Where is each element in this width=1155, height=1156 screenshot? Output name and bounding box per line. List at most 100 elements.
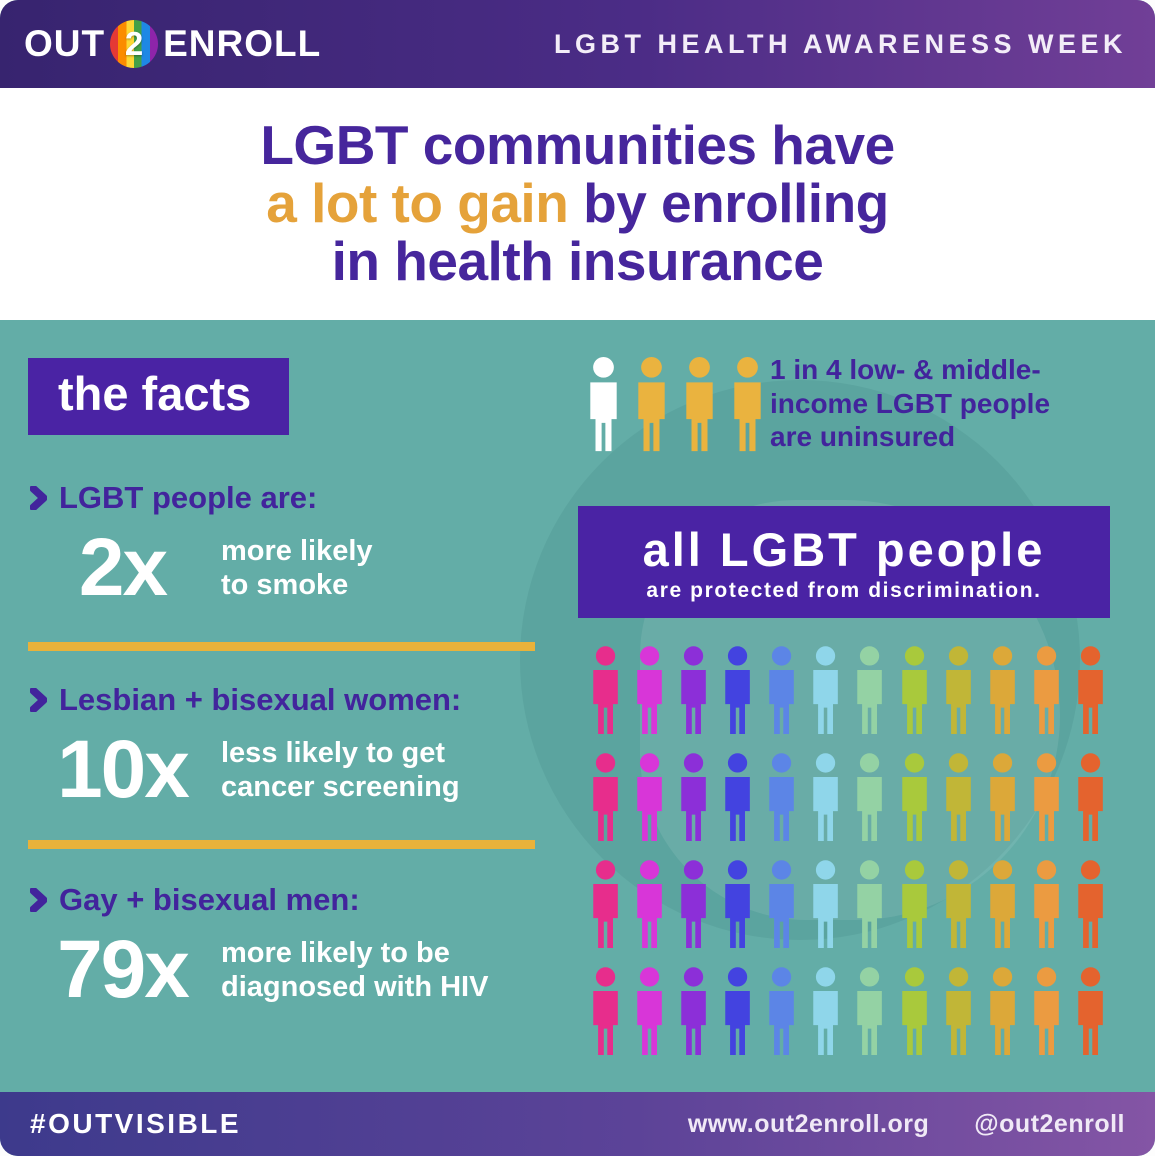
- stat-description: more likely to be diagnosed with HIV: [215, 936, 488, 1004]
- chevron-right-icon: [30, 486, 47, 510]
- rainbow-person-icon: [1029, 858, 1064, 952]
- rainbow-person-icon: [897, 858, 932, 952]
- rainbow-person-icon: [1029, 965, 1064, 1059]
- rainbow-person-icon: [588, 644, 623, 738]
- facts-heading-text: the facts: [58, 367, 252, 420]
- uninsured-person-icon: [632, 356, 671, 454]
- stat-value: 79x: [57, 924, 190, 1015]
- uninsured-person-icon: [728, 356, 767, 454]
- rainbow-person-icon: [720, 644, 755, 738]
- rainbow-person-icon: [852, 644, 887, 738]
- uninsured-person-icon: [680, 356, 719, 454]
- gold-divider: [28, 840, 535, 849]
- rainbow-person-icon: [676, 644, 711, 738]
- rainbow-person-icon: [1073, 644, 1108, 738]
- fact-stat-cancer-screening: 10x less likely to get cancer screening: [30, 714, 535, 826]
- hashtag-text: #OUTVISIBLE: [30, 1108, 242, 1139]
- page-title-line2: a lot to gain by enrolling: [266, 172, 889, 235]
- gold-divider: [28, 642, 535, 651]
- uninsured-icon-row: [584, 356, 767, 454]
- rainbow-person-icon: [941, 858, 976, 952]
- rainbow-person-icon: [985, 751, 1020, 845]
- uninsured-stat-text: 1 in 4 low- & middle- income LGBT people…: [770, 353, 1050, 454]
- stat-description-line: to smoke: [221, 569, 349, 601]
- rainbow-person-icon: [985, 644, 1020, 738]
- facts-section-title: the facts: [28, 358, 290, 435]
- rainbow-person-icon: [941, 751, 976, 845]
- rainbow-person-icon: [764, 858, 799, 952]
- stat-description-line: less likely to get: [221, 736, 446, 769]
- rainbow-person-icon: [764, 751, 799, 845]
- stat-value: 2x: [78, 522, 168, 613]
- protection-banner-title: all LGBT people: [642, 522, 1046, 576]
- rainbow-person-icon: [897, 965, 932, 1059]
- rainbow-person-icon: [720, 751, 755, 845]
- rainbow-person-icon: [720, 965, 755, 1059]
- uninsured-person-icon: [584, 356, 623, 454]
- protection-banner-subtitle: are protected from discrimination.: [646, 578, 1042, 602]
- rainbow-person-icon: [632, 965, 667, 1059]
- stat-description: less likely to get cancer screening: [215, 736, 460, 804]
- website-link[interactable]: www.out2enroll.org: [687, 1109, 930, 1138]
- rainbow-person-icon: [632, 644, 667, 738]
- rainbow-circle-icon: 2: [110, 20, 159, 68]
- chevron-right-icon: [30, 688, 47, 712]
- rainbow-person-icon: [808, 751, 843, 845]
- rainbow-person-icon: [985, 965, 1020, 1059]
- fact-label: Gay + bisexual men:: [59, 882, 360, 917]
- rainbow-person-icon: [985, 858, 1020, 952]
- main-content: the facts LGBT people are: 2x more likel…: [0, 320, 1155, 1092]
- uninsured-text-line: 1 in 4 low- & middle-: [770, 354, 1041, 385]
- social-handle-link[interactable]: @out2enroll: [974, 1109, 1125, 1138]
- rainbow-person-icon: [1073, 858, 1108, 952]
- header-bar: OUT 2 ENROLL LGBT HEALTH AWARENESS WEEK: [0, 0, 1155, 88]
- rainbow-person-icon: [588, 751, 623, 845]
- fact-heading-lesbian-bisexual-women: Lesbian + bisexual women:: [30, 682, 461, 718]
- stat-description-line: more likely to be: [221, 936, 450, 969]
- logo-number: 2: [124, 25, 144, 62]
- uninsured-text-line: are uninsured: [770, 421, 956, 453]
- title-band: LGBT communities have a lot to gain by e…: [0, 88, 1155, 320]
- rainbow-person-icon: [764, 644, 799, 738]
- logo-text-enroll: ENROLL: [163, 23, 322, 64]
- page-title-line1: LGBT communities have: [260, 114, 895, 177]
- protection-banner: all LGBT people are protected from discr…: [578, 506, 1110, 618]
- rainbow-person-icon: [808, 644, 843, 738]
- logo-text-out: OUT: [24, 23, 106, 64]
- stat-description-line: more likely: [221, 534, 373, 567]
- rainbow-person-icon: [1073, 751, 1108, 845]
- fact-stat-hiv: 79x more likely to be diagnosed with HIV: [30, 914, 535, 1026]
- rainbow-person-icon: [676, 751, 711, 845]
- rainbow-person-icon: [588, 965, 623, 1059]
- fact-label: Lesbian + bisexual women:: [59, 682, 462, 717]
- rainbow-person-icon: [632, 858, 667, 952]
- footer-links: www.out2enroll.org @out2enroll: [688, 1110, 1125, 1139]
- title-highlight: a lot to gain: [266, 172, 569, 235]
- rainbow-people-grid: [588, 644, 1108, 1059]
- rainbow-person-icon: [808, 965, 843, 1059]
- stat-description: more likely to smoke: [215, 534, 373, 602]
- rainbow-person-icon: [764, 965, 799, 1059]
- footer-bar: #OUTVISIBLE www.out2enroll.org @out2enro…: [0, 1092, 1155, 1156]
- rainbow-person-icon: [1029, 751, 1064, 845]
- rainbow-person-icon: [808, 858, 843, 952]
- fact-stat-smoking: 2x more likely to smoke: [30, 512, 535, 624]
- stat-description-line: diagnosed with HIV: [221, 971, 489, 1003]
- campaign-banner: LGBT HEALTH AWARENESS WEEK: [553, 28, 1127, 59]
- rainbow-person-icon: [852, 858, 887, 952]
- title-line2-rest: by enrolling: [568, 172, 889, 235]
- rainbow-person-icon: [676, 858, 711, 952]
- out2enroll-logo: OUT 2 ENROLL: [24, 20, 321, 68]
- rainbow-person-icon: [897, 751, 932, 845]
- rainbow-person-icon: [852, 751, 887, 845]
- chevron-right-icon: [30, 888, 47, 912]
- rainbow-person-icon: [1073, 965, 1108, 1059]
- rainbow-person-icon: [941, 644, 976, 738]
- rainbow-person-icon: [588, 858, 623, 952]
- fact-heading-gay-bisexual-men: Gay + bisexual men:: [30, 882, 360, 918]
- uninsured-text-line: income LGBT people: [770, 387, 1051, 419]
- rainbow-person-icon: [897, 644, 932, 738]
- rainbow-person-icon: [632, 751, 667, 845]
- fact-heading-lgbt-people: LGBT people are:: [30, 480, 317, 516]
